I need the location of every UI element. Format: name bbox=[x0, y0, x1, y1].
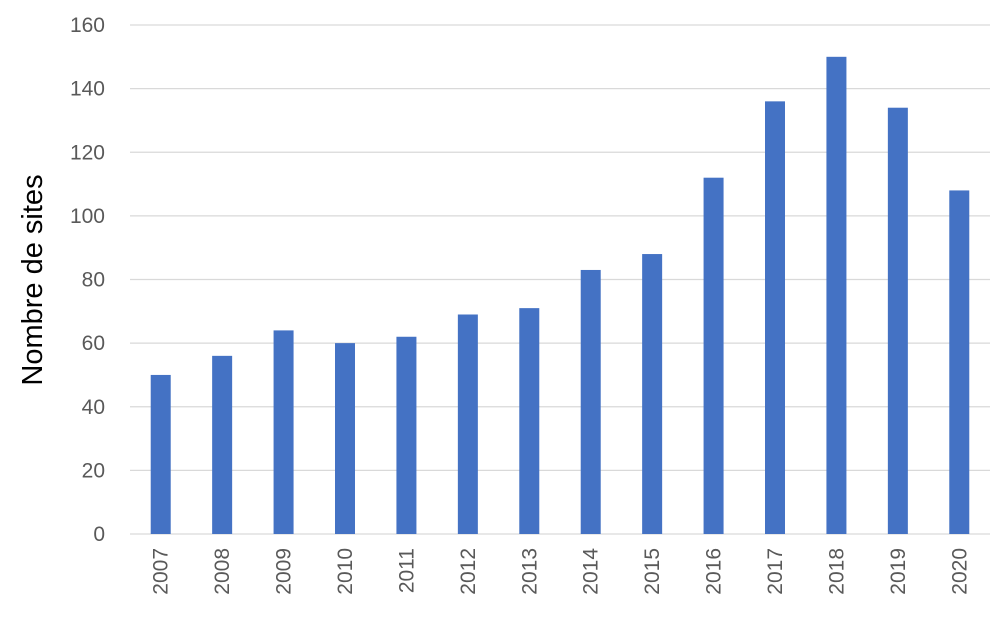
y-tick-label-40: 40 bbox=[82, 396, 105, 419]
gridlines bbox=[130, 24, 990, 535]
x-tick-label-2008: 2008 bbox=[211, 548, 234, 595]
bar-2010 bbox=[335, 343, 355, 534]
y-axis-ticks: 0 20 40 60 80 100 120 140 160 bbox=[70, 14, 105, 546]
y-tick-label-20: 20 bbox=[82, 459, 105, 482]
x-tick-label-2013: 2013 bbox=[518, 548, 541, 595]
bar-2011 bbox=[396, 336, 417, 534]
y-tick-label-80: 80 bbox=[82, 269, 105, 292]
bar-2012 bbox=[457, 314, 478, 534]
x-tick-label-2014: 2014 bbox=[580, 548, 603, 595]
x-tick-label-2011: 2011 bbox=[395, 548, 418, 593]
bar-2015 bbox=[642, 254, 663, 535]
x-tick-label-2007: 2007 bbox=[150, 548, 173, 595]
x-tick-label-2015: 2015 bbox=[641, 548, 664, 595]
x-tick-label-2010: 2010 bbox=[334, 548, 357, 595]
y-tick-label-120: 120 bbox=[70, 141, 105, 164]
x-tick-label-2018: 2018 bbox=[825, 548, 848, 595]
y-axis-label: Nombre de sites bbox=[17, 174, 49, 385]
bar-2019 bbox=[887, 107, 908, 535]
y-tick-label-0: 0 bbox=[93, 523, 105, 546]
bar-2013 bbox=[519, 308, 540, 534]
bar-2020 bbox=[949, 190, 970, 535]
bar-2007 bbox=[150, 374, 171, 534]
bar-2017 bbox=[765, 101, 785, 534]
bar-2009 bbox=[273, 330, 294, 534]
y-tick-label-100: 100 bbox=[70, 205, 105, 228]
bar-2016 bbox=[703, 177, 724, 534]
y-tick-label-60: 60 bbox=[82, 332, 105, 355]
x-axis-ticks: 2007 2008 2009 2010 2011 2012 2013 2014 2015 2016… bbox=[150, 548, 972, 595]
x-tick-label-2016: 2016 bbox=[703, 548, 726, 595]
bars bbox=[150, 56, 970, 535]
x-tick-label-2012: 2012 bbox=[457, 548, 480, 595]
x-tick-label-2020: 2020 bbox=[948, 548, 971, 595]
bar-2018 bbox=[826, 56, 847, 534]
y-tick-label-140: 140 bbox=[70, 78, 105, 101]
y-tick-label-160: 160 bbox=[70, 14, 105, 37]
bar-2014 bbox=[580, 269, 601, 534]
x-tick-label-2019: 2019 bbox=[887, 548, 910, 595]
x-tick-label-2009: 2009 bbox=[273, 548, 296, 595]
bar-2008 bbox=[212, 355, 233, 534]
x-tick-label-2017: 2017 bbox=[764, 548, 787, 595]
